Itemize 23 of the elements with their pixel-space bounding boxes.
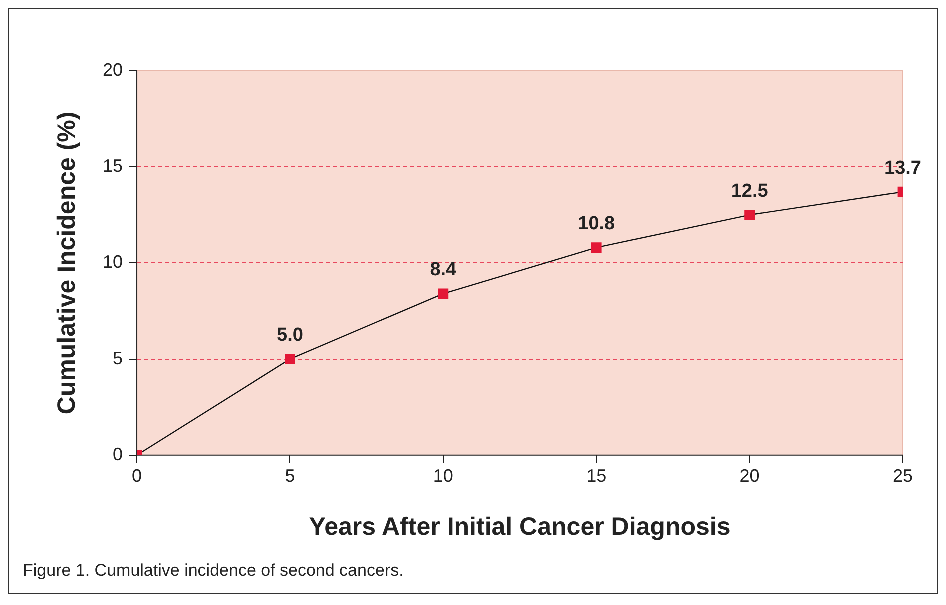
y-tick-label: 0 (113, 444, 124, 464)
data-label: 10.8 (578, 214, 616, 235)
point (438, 288, 449, 300)
data-label: 8.4 (430, 260, 458, 281)
x-tick-label: 20 (740, 466, 760, 486)
y-tick-label: 10 (102, 252, 124, 272)
point (591, 242, 602, 254)
x-tick-label: 25 (892, 466, 914, 486)
data-label: 5.0 (277, 325, 304, 346)
x-tick-label: 0 (132, 466, 142, 486)
x-tick-label: 10 (433, 466, 454, 486)
x-tick-label: 5 (285, 466, 296, 486)
point (744, 210, 755, 220)
data-label: 12.5 (731, 180, 769, 202)
x-axis-title: Years After Initial Cancer Diagnosis (309, 512, 731, 541)
caption: Figure 1. Cumulative incidence of second cancers. (22, 560, 405, 582)
data-label: 13.7 (884, 158, 922, 179)
point (285, 354, 296, 364)
y-tick-label: 5 (113, 348, 124, 368)
x-tick-label: 15 (586, 466, 607, 486)
y-axis-title: Cumulative Incidence (%) (52, 112, 81, 415)
y-tick-label: 20 (102, 60, 124, 80)
y-tick-label: 15 (102, 156, 124, 176)
